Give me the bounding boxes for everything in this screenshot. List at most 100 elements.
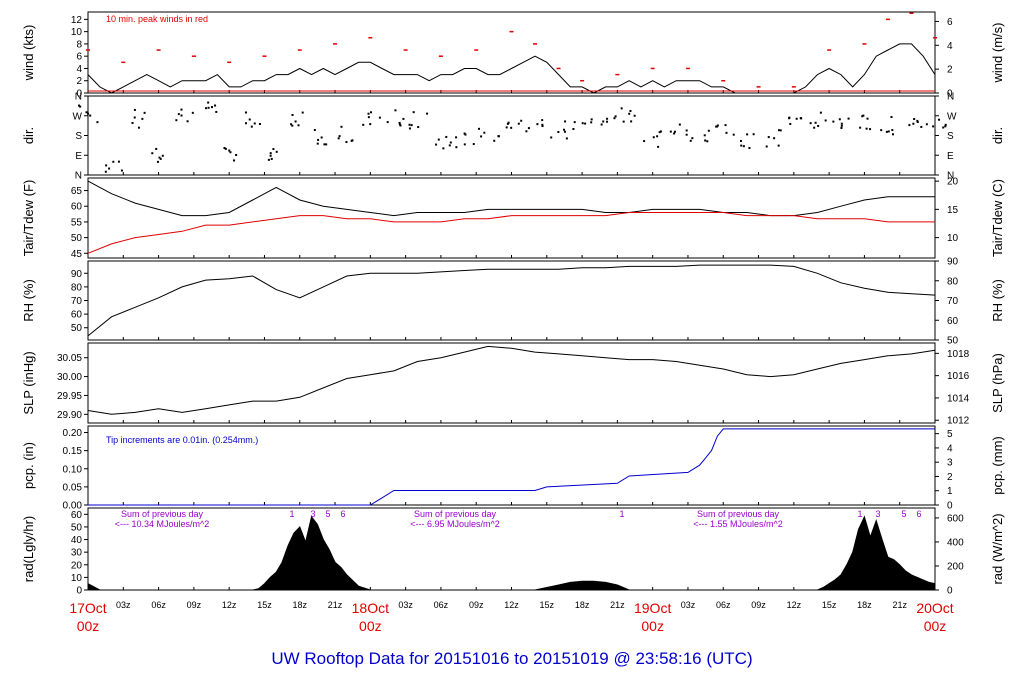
direction-point xyxy=(832,120,835,123)
panel-frame xyxy=(87,342,936,424)
direction-point xyxy=(572,127,575,130)
y-tick-label-right: 0 xyxy=(947,89,953,100)
direction-point xyxy=(525,130,528,133)
y-tick-label-left: 0.05 xyxy=(63,482,83,493)
y-tick-label-left: 40 xyxy=(71,535,83,546)
direction-point xyxy=(205,107,208,110)
y-tick-label-right: 400 xyxy=(947,537,964,548)
y-axis-label-left: dir. xyxy=(21,127,36,144)
y-tick-label-left: 8 xyxy=(76,39,82,50)
wind-line xyxy=(87,43,936,94)
direction-point xyxy=(294,120,297,123)
direction-point xyxy=(207,101,210,104)
direction-point xyxy=(629,109,632,112)
direction-point xyxy=(779,129,782,132)
direction-point xyxy=(584,122,587,125)
direction-point xyxy=(133,108,136,111)
day-date-label: 18Oct xyxy=(352,600,389,616)
direction-point xyxy=(455,146,458,149)
direction-point xyxy=(557,130,560,133)
x-tick-label: 06z xyxy=(716,600,731,610)
direction-point xyxy=(748,147,751,150)
y-tick-label-right: N xyxy=(947,171,954,182)
y-tick-label-left: 70 xyxy=(71,296,83,307)
x-tick-label: 09z xyxy=(469,600,484,610)
direction-point xyxy=(477,127,480,130)
direction-point xyxy=(131,121,134,124)
direction-point xyxy=(541,119,544,122)
direction-point xyxy=(659,130,662,133)
direction-point xyxy=(689,139,692,142)
direction-point xyxy=(398,121,401,124)
direction-point xyxy=(297,124,300,127)
y-tick-label-right: S xyxy=(947,131,954,142)
direction-point xyxy=(520,119,523,122)
y-tick-label-left: 90 xyxy=(71,269,83,280)
direction-point xyxy=(938,118,941,121)
direction-point xyxy=(600,123,603,126)
direction-point xyxy=(765,145,768,148)
direction-point xyxy=(685,133,688,136)
y-tick-label-right: 1012 xyxy=(947,416,970,427)
direction-point xyxy=(892,133,895,136)
direction-point xyxy=(214,104,217,107)
y-tick-label-left: 4 xyxy=(76,64,82,75)
y-tick-label-right: 5 xyxy=(947,429,953,440)
direction-point xyxy=(402,117,405,120)
hour-marker: 6 xyxy=(340,509,345,519)
direction-point xyxy=(657,145,660,148)
y-tick-label-right: 10 xyxy=(947,233,959,244)
direction-point xyxy=(161,154,164,157)
daily-sum-value: <--- 1.55 MJoules/m^2 xyxy=(693,519,783,529)
direction-point xyxy=(732,133,735,136)
direction-point xyxy=(211,106,214,109)
direction-point xyxy=(912,122,915,125)
direction-point xyxy=(788,116,791,119)
hour-marker: 1 xyxy=(857,509,862,519)
direction-point xyxy=(410,124,413,127)
day-date-label: 20Oct xyxy=(916,600,953,616)
daily-sum-value: <--- 10.34 MJoules/m^2 xyxy=(115,519,210,529)
y-tick-label-left: 60 xyxy=(71,310,83,321)
direction-point xyxy=(417,126,420,129)
direction-point xyxy=(253,122,256,125)
direction-point xyxy=(819,111,822,114)
direction-point xyxy=(866,117,869,120)
direction-point xyxy=(337,137,340,140)
direction-point xyxy=(590,121,593,124)
direction-point xyxy=(85,111,88,114)
daily-sum-value: <--- 6.95 MJoules/m^2 xyxy=(410,519,500,529)
direction-point xyxy=(250,125,253,128)
direction-point xyxy=(630,120,633,123)
direction-point xyxy=(673,130,676,133)
direction-point xyxy=(656,135,659,138)
direction-point xyxy=(158,156,161,159)
y-tick-label-left: 0.10 xyxy=(63,464,83,475)
y-axis-label-left: SLP (inHg) xyxy=(21,351,36,414)
direction-point xyxy=(493,139,496,142)
direction-point xyxy=(497,135,500,138)
direction-point xyxy=(235,154,238,157)
direction-point xyxy=(613,117,616,120)
x-tick-label: 15z xyxy=(257,600,272,610)
y-tick-label-right: 1018 xyxy=(947,349,970,360)
direction-point xyxy=(916,120,919,123)
direction-point xyxy=(887,130,890,133)
direction-point xyxy=(913,117,916,120)
direction-point xyxy=(301,111,304,114)
direction-point xyxy=(394,109,397,112)
direction-point xyxy=(880,129,883,132)
hour-marker: 5 xyxy=(901,509,906,519)
x-tick-label: 18z xyxy=(857,600,872,610)
direction-point xyxy=(313,129,316,132)
direction-point xyxy=(890,116,893,119)
direction-point xyxy=(746,133,749,136)
y-tick-label-left: 0.15 xyxy=(63,446,83,457)
direction-point xyxy=(752,133,755,136)
direction-point xyxy=(89,114,92,117)
hour-marker: 1 xyxy=(619,509,624,519)
page-title: UW Rooftop Data for 20151016 to 20151019… xyxy=(271,649,753,668)
direction-point xyxy=(370,111,373,114)
direction-point xyxy=(506,122,509,125)
direction-point xyxy=(269,154,272,157)
